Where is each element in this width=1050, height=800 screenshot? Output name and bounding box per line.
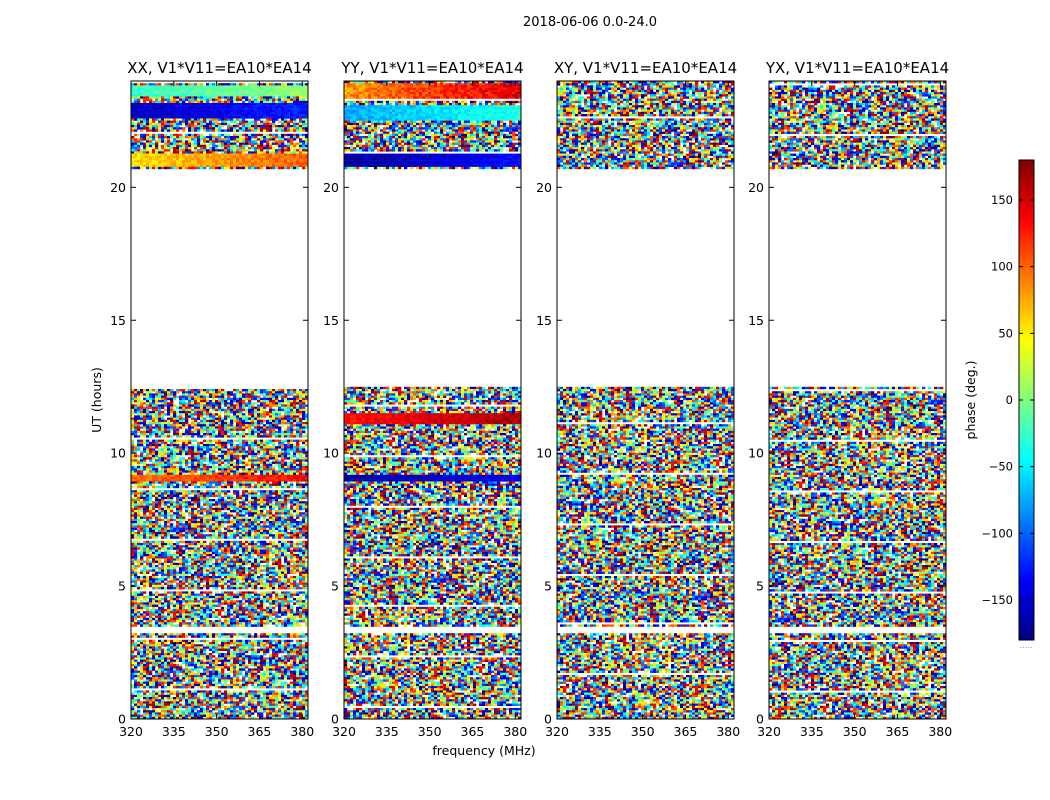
y-tick-label: 10: [748, 446, 764, 461]
colorbar-tick-label: −50: [989, 460, 1013, 474]
y-axis-label: UT (hours): [89, 367, 104, 433]
colorbar-tick-label: 100: [991, 260, 1013, 274]
y-tick-label: 5: [331, 579, 339, 594]
colorbar-ticks: 150 100 50 0 −50 −100 −150: [981, 193, 1034, 607]
panel-2: YY, V1*V11=EA10*EA14 320 335 350 365 380 0 5 10 1…: [323, 59, 527, 739]
colorbar: 150 100 50 0 −50 −100 −150 phase (deg.) .....: [963, 159, 1035, 650]
heatmap-cells: [344, 81, 521, 719]
x-tick-label: 335: [588, 724, 612, 739]
colorbar-tick-label: 0: [1006, 393, 1013, 407]
colorbar-tick-label: 50: [998, 326, 1013, 340]
panel-title: XX, V1*V11=EA10*EA14: [127, 59, 311, 77]
y-tick-label: 20: [536, 180, 552, 195]
y-tick-label: 0: [331, 712, 339, 727]
y-tick-label: 5: [756, 579, 764, 594]
x-tick-label: 320: [119, 724, 143, 739]
x-tick-label: 380: [928, 724, 952, 739]
panel-1: XX, V1*V11=EA10*EA14 320 335 350 365 380 0 5 10 1…: [110, 59, 314, 739]
y-tick-label: 0: [118, 712, 126, 727]
x-tick-label: 380: [290, 724, 314, 739]
x-tick-label: 380: [503, 724, 527, 739]
y-tick-label: 20: [110, 180, 126, 195]
x-tick-label: 335: [800, 724, 824, 739]
colorbar-label: phase (deg.): [963, 361, 978, 440]
x-tick-label: 350: [205, 724, 229, 739]
panel-title: YX, V1*V11=EA10*EA14: [765, 59, 949, 77]
x-tick-label: 320: [545, 724, 569, 739]
y-tick-label: 15: [110, 313, 126, 328]
panel-frame: [556, 80, 735, 720]
panel-title: YY, V1*V11=EA10*EA14: [340, 59, 523, 77]
y-tick-label: 0: [544, 712, 552, 727]
y-tick-label: 5: [544, 579, 552, 594]
x-tick-label: 320: [757, 724, 781, 739]
figure-suptitle: 2018-06-06 0.0-24.0: [523, 15, 657, 30]
heatmap-cells: [557, 81, 734, 719]
x-tick-label: 365: [461, 724, 485, 739]
panel-title: XY, V1*V11=EA10*EA14: [554, 59, 737, 77]
y-tick-label: 20: [323, 180, 339, 195]
panel-4: YX, V1*V11=EA10*EA14 320 335 350 365 380 0 5 10 1…: [748, 59, 952, 739]
y-tick-label: 15: [748, 313, 764, 328]
y-tick-label: 10: [110, 446, 126, 461]
heatmap-cells: [131, 83, 308, 719]
x-tick-label: 335: [375, 724, 399, 739]
x-tick-label: 365: [674, 724, 698, 739]
panel-frame: [343, 80, 522, 720]
x-tick-label: 335: [162, 724, 186, 739]
y-tick-label: 10: [536, 446, 552, 461]
y-tick-label: 10: [323, 446, 339, 461]
colorbar-tick-label: 150: [991, 193, 1013, 207]
x-axis-label: frequency (MHz): [432, 743, 535, 758]
colorbar-tick-label: −150: [981, 593, 1013, 607]
y-tick-label: 15: [536, 313, 552, 328]
colorbar-tick-label: −100: [981, 526, 1013, 540]
heatmap-cells: [769, 81, 946, 719]
x-tick-label: 350: [418, 724, 442, 739]
colorbar-footer: .....: [1020, 641, 1033, 650]
x-tick-label: 320: [332, 724, 356, 739]
x-tick-label: 365: [248, 724, 272, 739]
x-tick-label: 365: [886, 724, 910, 739]
x-tick-label: 350: [631, 724, 655, 739]
y-tick-label: 20: [748, 180, 764, 195]
y-tick-label: 5: [118, 579, 126, 594]
x-tick-label: 380: [716, 724, 740, 739]
y-tick-label: 15: [323, 313, 339, 328]
panels-layer: XX, V1*V11=EA10*EA14 320 335 350 365 380 0 5 10 1…: [110, 59, 952, 739]
panel-frame: [768, 80, 947, 720]
y-tick-label: 0: [756, 712, 764, 727]
x-tick-label: 350: [843, 724, 867, 739]
panel-3: XY, V1*V11=EA10*EA14 320 335 350 365 380 0 5 10 1…: [536, 59, 740, 739]
panel-frame: [130, 80, 309, 720]
